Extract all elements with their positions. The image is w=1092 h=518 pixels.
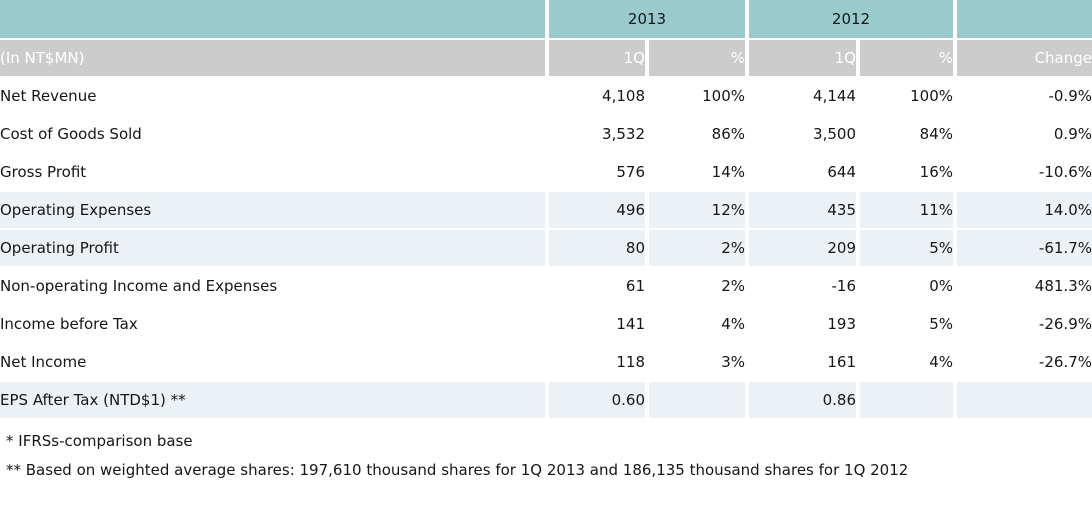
value-pct-2013: 2% bbox=[645, 268, 745, 306]
row-label: EPS After Tax (NTD$1) ** bbox=[0, 382, 545, 420]
value-1q-2012: 3,500 bbox=[745, 116, 856, 154]
value-pct-2012: 0% bbox=[856, 268, 953, 306]
value-1q-2012: 209 bbox=[745, 230, 856, 268]
row-label: Net Income bbox=[0, 344, 545, 382]
value-pct-2012: 4% bbox=[856, 344, 953, 382]
value-change: -10.6% bbox=[953, 154, 1092, 192]
row-label: Income before Tax bbox=[0, 306, 545, 344]
corner-cell bbox=[0, 0, 545, 40]
row-label: Net Revenue bbox=[0, 78, 545, 116]
value-1q-2013: 3,532 bbox=[545, 116, 645, 154]
value-pct-2012 bbox=[856, 382, 953, 420]
value-change: -26.7% bbox=[953, 344, 1092, 382]
value-change bbox=[953, 382, 1092, 420]
value-pct-2013: 12% bbox=[645, 192, 745, 230]
value-pct-2013 bbox=[645, 382, 745, 420]
column-header-row: (In NT$MN) 1Q % 1Q % Change bbox=[0, 40, 1092, 78]
footnote-ifrs: * IFRSs-comparison base bbox=[6, 432, 193, 450]
row-label: Operating Expenses bbox=[0, 192, 545, 230]
value-pct-2013: 100% bbox=[645, 78, 745, 116]
value-1q-2013: 4,108 bbox=[545, 78, 645, 116]
row-label: Operating Profit bbox=[0, 230, 545, 268]
year-2013-header: 2013 bbox=[545, 0, 745, 40]
col-header-change: Change bbox=[953, 40, 1092, 78]
value-change: -26.9% bbox=[953, 306, 1092, 344]
value-pct-2012: 100% bbox=[856, 78, 953, 116]
value-1q-2013: 61 bbox=[545, 268, 645, 306]
unit-label: (In NT$MN) bbox=[0, 40, 545, 78]
value-pct-2012: 16% bbox=[856, 154, 953, 192]
col-header-pct-2012: % bbox=[856, 40, 953, 78]
value-1q-2012: 193 bbox=[745, 306, 856, 344]
value-pct-2012: 84% bbox=[856, 116, 953, 154]
value-1q-2012: 4,144 bbox=[745, 78, 856, 116]
value-1q-2013: 496 bbox=[545, 192, 645, 230]
table-row-cost-of-goods-sold: Cost of Goods Sold 3,532 86% 3,500 84% 0… bbox=[0, 116, 1092, 154]
table-row-income-before-tax: Income before Tax 141 4% 193 5% -26.9% bbox=[0, 306, 1092, 344]
table-row-operating-profit: Operating Profit 80 2% 209 5% -61.7% bbox=[0, 230, 1092, 268]
row-label: Cost of Goods Sold bbox=[0, 116, 545, 154]
value-change: 14.0% bbox=[953, 192, 1092, 230]
value-change: -61.7% bbox=[953, 230, 1092, 268]
value-pct-2012: 5% bbox=[856, 306, 953, 344]
year-2012-header: 2012 bbox=[745, 0, 953, 40]
footnote-weighted-shares: ** Based on weighted average shares: 197… bbox=[6, 461, 909, 479]
value-1q-2012: 644 bbox=[745, 154, 856, 192]
table-row-net-income: Net Income 118 3% 161 4% -26.7% bbox=[0, 344, 1092, 382]
col-header-pct-2013: % bbox=[645, 40, 745, 78]
value-1q-2012: 435 bbox=[745, 192, 856, 230]
value-pct-2013: 2% bbox=[645, 230, 745, 268]
value-change: -0.9% bbox=[953, 78, 1092, 116]
value-pct-2012: 11% bbox=[856, 192, 953, 230]
value-1q-2013: 0.60 bbox=[545, 382, 645, 420]
value-1q-2013: 576 bbox=[545, 154, 645, 192]
table-row-eps-after-tax: EPS After Tax (NTD$1) ** 0.60 0.86 bbox=[0, 382, 1092, 420]
table-row-gross-profit: Gross Profit 576 14% 644 16% -10.6% bbox=[0, 154, 1092, 192]
quarterly-income-statement-table: 2013 2012 (In NT$MN) 1Q % 1Q % Change Ne… bbox=[0, 0, 1092, 420]
table-row-operating-expenses: Operating Expenses 496 12% 435 11% 14.0% bbox=[0, 192, 1092, 230]
table-row-non-operating-income: Non-operating Income and Expenses 61 2% … bbox=[0, 268, 1092, 306]
value-pct-2013: 86% bbox=[645, 116, 745, 154]
value-1q-2013: 141 bbox=[545, 306, 645, 344]
value-pct-2013: 14% bbox=[645, 154, 745, 192]
value-pct-2013: 3% bbox=[645, 344, 745, 382]
value-1q-2012: 161 bbox=[745, 344, 856, 382]
value-change: 0.9% bbox=[953, 116, 1092, 154]
value-1q-2013: 118 bbox=[545, 344, 645, 382]
year-header-row: 2013 2012 bbox=[0, 0, 1092, 40]
value-1q-2012: 0.86 bbox=[745, 382, 856, 420]
footnotes: * IFRSs-comparison base ** Based on weig… bbox=[0, 420, 1092, 485]
row-label: Gross Profit bbox=[0, 154, 545, 192]
value-1q-2013: 80 bbox=[545, 230, 645, 268]
change-header-spacer bbox=[953, 0, 1092, 40]
table-row-net-revenue: Net Revenue 4,108 100% 4,144 100% -0.9% bbox=[0, 78, 1092, 116]
col-header-1q-2012: 1Q bbox=[745, 40, 856, 78]
col-header-1q-2013: 1Q bbox=[545, 40, 645, 78]
value-1q-2012: -16 bbox=[745, 268, 856, 306]
value-change: 481.3% bbox=[953, 268, 1092, 306]
row-label: Non-operating Income and Expenses bbox=[0, 268, 545, 306]
value-pct-2013: 4% bbox=[645, 306, 745, 344]
value-pct-2012: 5% bbox=[856, 230, 953, 268]
